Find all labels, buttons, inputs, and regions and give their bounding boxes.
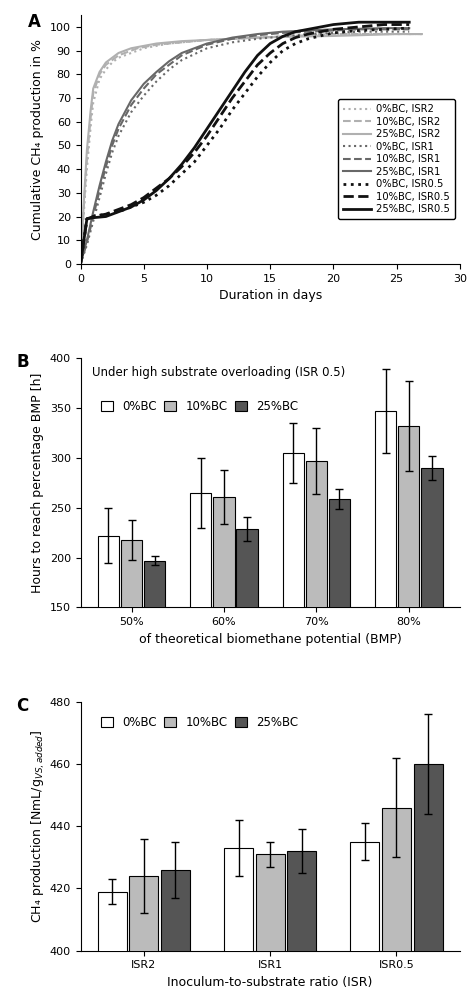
Y-axis label: Hours to reach percentage BMP [h]: Hours to reach percentage BMP [h] xyxy=(31,372,44,594)
Bar xyxy=(144,560,165,757)
Bar xyxy=(413,764,443,1006)
Bar xyxy=(161,870,190,1006)
Bar xyxy=(129,876,158,1006)
Text: C: C xyxy=(16,697,28,715)
Bar xyxy=(421,468,443,757)
Bar xyxy=(213,497,235,757)
Y-axis label: Cumulative CH₄ production in %: Cumulative CH₄ production in % xyxy=(31,39,44,240)
Text: A: A xyxy=(27,13,40,30)
Bar xyxy=(398,427,419,757)
Bar xyxy=(255,854,285,1006)
Legend: 0%BC, ISR2, 10%BC, ISR2, 25%BC, ISR2, 0%BC, ISR1, 10%BC, ISR1, 25%BC, ISR1, 0%BC: 0%BC, ISR2, 10%BC, ISR2, 25%BC, ISR2, 0%… xyxy=(338,100,455,219)
Bar xyxy=(329,499,350,757)
Bar xyxy=(98,891,127,1006)
Bar xyxy=(287,851,316,1006)
Bar xyxy=(121,539,142,757)
Bar xyxy=(375,411,396,757)
Bar xyxy=(190,493,211,757)
X-axis label: Duration in days: Duration in days xyxy=(219,289,322,302)
Bar xyxy=(98,535,119,757)
Text: B: B xyxy=(16,353,29,371)
X-axis label: of theoretical biomethane potential (BMP): of theoretical biomethane potential (BMP… xyxy=(139,633,401,646)
Legend: 0%BC, 10%BC, 25%BC: 0%BC, 10%BC, 25%BC xyxy=(98,712,302,732)
Bar xyxy=(350,842,379,1006)
Bar xyxy=(283,453,304,757)
Text: Under high substrate overloading (ISR 0.5): Under high substrate overloading (ISR 0.… xyxy=(92,366,345,379)
Y-axis label: CH₄ production [NmL/g$_{VS, added}$]: CH₄ production [NmL/g$_{VS, added}$] xyxy=(30,729,47,924)
Legend: 0%BC, 10%BC, 25%BC: 0%BC, 10%BC, 25%BC xyxy=(98,396,302,416)
Bar xyxy=(382,808,411,1006)
X-axis label: Inoculum-to-substrate ratio (ISR): Inoculum-to-substrate ratio (ISR) xyxy=(167,976,373,989)
Bar xyxy=(237,529,258,757)
Bar xyxy=(306,461,327,757)
Bar xyxy=(224,848,253,1006)
